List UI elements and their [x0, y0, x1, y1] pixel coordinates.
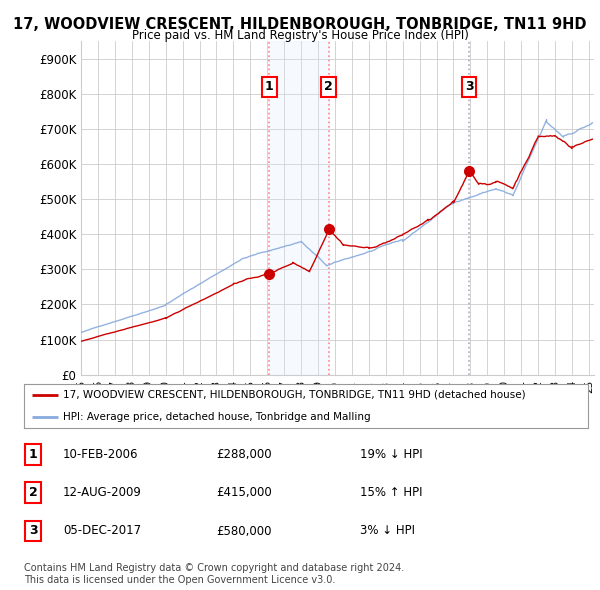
Text: 3: 3: [465, 80, 473, 93]
Text: £580,000: £580,000: [216, 525, 271, 537]
Text: 3% ↓ HPI: 3% ↓ HPI: [360, 525, 415, 537]
Text: £415,000: £415,000: [216, 486, 272, 499]
Text: 05-DEC-2017: 05-DEC-2017: [63, 525, 141, 537]
Text: HPI: Average price, detached house, Tonbridge and Malling: HPI: Average price, detached house, Tonb…: [64, 412, 371, 422]
Text: 12-AUG-2009: 12-AUG-2009: [63, 486, 142, 499]
Text: Price paid vs. HM Land Registry's House Price Index (HPI): Price paid vs. HM Land Registry's House …: [131, 30, 469, 42]
Text: 10-FEB-2006: 10-FEB-2006: [63, 448, 139, 461]
Text: 3: 3: [29, 525, 37, 537]
Text: 2: 2: [29, 486, 37, 499]
Text: Contains HM Land Registry data © Crown copyright and database right 2024.
This d: Contains HM Land Registry data © Crown c…: [24, 563, 404, 585]
Text: £288,000: £288,000: [216, 448, 272, 461]
Text: 15% ↑ HPI: 15% ↑ HPI: [360, 486, 422, 499]
Text: 1: 1: [265, 80, 274, 93]
Bar: [269, 41, 329, 375]
Text: 17, WOODVIEW CRESCENT, HILDENBOROUGH, TONBRIDGE, TN11 9HD (detached house): 17, WOODVIEW CRESCENT, HILDENBOROUGH, TO…: [64, 389, 526, 399]
Text: 19% ↓ HPI: 19% ↓ HPI: [360, 448, 422, 461]
Text: 2: 2: [324, 80, 333, 93]
Text: 1: 1: [29, 448, 37, 461]
Text: 17, WOODVIEW CRESCENT, HILDENBOROUGH, TONBRIDGE, TN11 9HD: 17, WOODVIEW CRESCENT, HILDENBOROUGH, TO…: [13, 17, 587, 31]
